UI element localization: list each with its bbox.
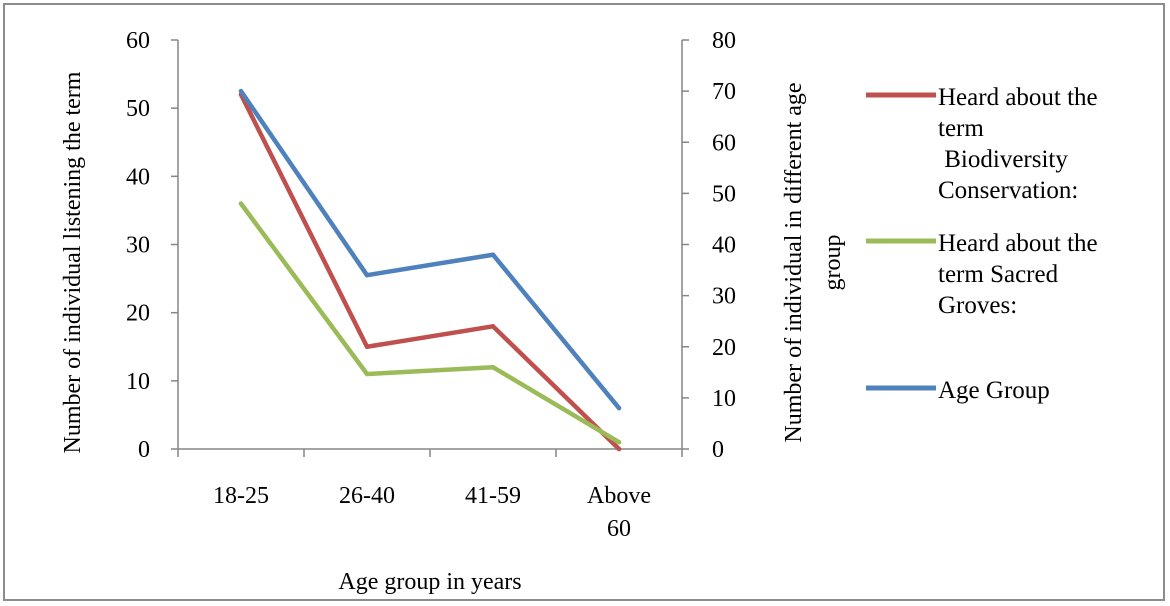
- legend-label: Biodiversity: [938, 146, 1068, 173]
- series-line-2: [238, 201, 622, 445]
- legend-label: Groves:: [938, 292, 1017, 319]
- data-point: [616, 405, 622, 411]
- right-tick-label: 80: [712, 28, 736, 54]
- right-tick-label: 30: [712, 284, 736, 310]
- right-axis-title: group: [820, 235, 846, 291]
- chart-frame: [3, 3, 1165, 601]
- left-tick-label: 20: [126, 301, 150, 327]
- x-tick-label: 26-40: [339, 483, 395, 509]
- right-tick-label: 20: [712, 335, 736, 361]
- right-tick-label: 40: [712, 233, 736, 259]
- data-point: [238, 88, 244, 94]
- right-tick-label: 60: [712, 130, 736, 156]
- data-point: [238, 201, 244, 206]
- x-tick-label: 60: [607, 516, 631, 542]
- series-line-3: [238, 88, 622, 411]
- right-tick-label: 10: [712, 386, 736, 412]
- data-point: [364, 272, 370, 278]
- data-point: [616, 439, 622, 445]
- legend-label: Heard about the: [938, 84, 1098, 111]
- left-tick-label: 40: [126, 164, 150, 190]
- legend-label: term Sacred: [938, 261, 1059, 288]
- x-axis-title: Age group in years: [338, 569, 521, 595]
- right-axis-title: Number of individual in different age: [781, 82, 807, 442]
- right-tick-label: 70: [712, 79, 736, 105]
- legend-label: Conservation:: [938, 177, 1078, 204]
- legend-label: Heard about the: [938, 230, 1098, 257]
- right-tick-label: 50: [712, 181, 736, 207]
- x-tick-label: 41-59: [465, 483, 521, 509]
- x-tick-label: 18-25: [213, 483, 269, 509]
- data-point: [364, 344, 370, 349]
- data-point: [364, 371, 370, 377]
- data-point: [616, 446, 622, 452]
- series-line-1: [238, 92, 622, 452]
- right-tick-label: 0: [712, 437, 724, 463]
- data-point: [490, 252, 496, 257]
- left-tick-label: 30: [126, 233, 150, 259]
- left-tick-label: 50: [126, 96, 150, 122]
- data-point: [490, 324, 496, 329]
- left-tick-label: 60: [126, 28, 150, 54]
- left-tick-label: 10: [126, 369, 150, 395]
- data-point: [490, 365, 496, 370]
- legend-label: term: [938, 115, 984, 142]
- left-tick-label: 0: [138, 437, 150, 463]
- x-tick-label: Above: [587, 483, 651, 509]
- left-axis-title: Number of individual listening the term: [60, 71, 86, 453]
- legend-label: Age Group: [938, 377, 1050, 404]
